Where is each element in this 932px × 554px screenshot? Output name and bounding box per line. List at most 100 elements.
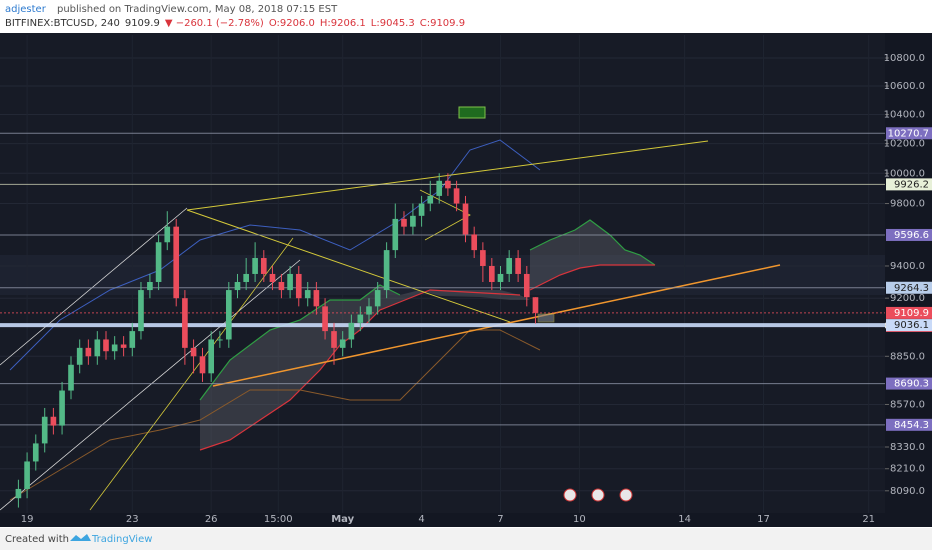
candle-body xyxy=(392,218,399,251)
published: published on TradingView.com, May 08, 20… xyxy=(57,4,338,15)
header-field: L:9045.3 xyxy=(371,18,415,29)
candle-body xyxy=(462,203,469,235)
header-field: C:9109.9 xyxy=(420,18,465,29)
candle-body xyxy=(217,339,223,341)
header-field: 9109.9 xyxy=(125,18,160,29)
y-tick-label: 9200.0 xyxy=(890,293,925,304)
pennant xyxy=(419,189,471,241)
price-tag xyxy=(886,418,932,431)
price-axis-bg xyxy=(885,33,932,513)
candle-body xyxy=(278,281,285,291)
candle-body xyxy=(15,488,22,499)
candle-body xyxy=(313,290,320,307)
candle-body xyxy=(243,273,249,282)
candle-body xyxy=(260,258,267,274)
candle-body xyxy=(155,242,162,282)
candle-body xyxy=(199,356,206,374)
candle-body xyxy=(59,390,65,426)
candle-body xyxy=(269,273,276,282)
candle-body xyxy=(488,265,495,282)
cloud-edge xyxy=(529,264,655,291)
candle-body xyxy=(331,331,337,348)
candle-body xyxy=(287,273,293,291)
candle-body xyxy=(24,461,30,489)
candle-body xyxy=(147,281,153,291)
candle-body xyxy=(497,273,504,282)
trend-line xyxy=(186,209,511,323)
candle-body xyxy=(453,188,460,204)
header-field: H:9206.1 xyxy=(320,18,366,29)
candle-body xyxy=(85,347,92,357)
price-tag-label: 9036.1 xyxy=(894,320,929,331)
y-tick-label: 8090.0 xyxy=(890,486,925,497)
candle-body xyxy=(383,250,390,291)
header-field: ▼ −260.1 (−2.78%) xyxy=(165,18,264,29)
candle-body xyxy=(304,290,311,299)
price-tag-label: 9596.6 xyxy=(894,230,929,241)
bollinger xyxy=(9,329,541,501)
brand-logo xyxy=(70,534,91,541)
candle-body xyxy=(322,306,328,332)
price-tag-label: 8690.3 xyxy=(894,379,929,390)
candle-body xyxy=(120,344,127,348)
y-tick-label: 10000.0 xyxy=(884,168,925,179)
candle-body xyxy=(94,339,101,357)
price-tag-label: 9109.9 xyxy=(894,308,929,319)
y-tick-label: 8850.0 xyxy=(890,351,925,362)
bollinger xyxy=(9,139,541,371)
candle-body xyxy=(50,416,57,426)
candle-body xyxy=(68,364,74,391)
price-tag-label: 9264.3 xyxy=(894,283,929,294)
x-tick-label: 17 xyxy=(757,514,770,525)
x-tick-label: 15:00 xyxy=(264,514,293,525)
footer-bg xyxy=(0,528,932,550)
candle-body xyxy=(76,347,83,365)
y-tick-label: 9400.0 xyxy=(890,261,925,272)
ticks: 10800.0 10600.0 10400.0 10200.0 10000.0 9800.… xyxy=(21,53,925,525)
price-tag-label: 8454.3 xyxy=(894,420,929,431)
candle-body xyxy=(532,297,539,313)
x-tick-label: 7 xyxy=(497,514,503,525)
footer-created: Created with xyxy=(5,534,69,545)
event-icon[interactable] xyxy=(619,488,633,502)
candle-body xyxy=(506,258,512,274)
candle-body xyxy=(295,273,302,299)
candle-body xyxy=(103,339,109,352)
header-bg xyxy=(0,0,932,33)
y-tick-label: 10800.0 xyxy=(884,53,925,64)
candle-body xyxy=(190,347,197,357)
y-tick-label: 9800.0 xyxy=(890,199,925,210)
candle-body xyxy=(401,218,407,227)
price-tag xyxy=(886,127,932,140)
candle-body xyxy=(129,331,136,348)
candle-body xyxy=(357,314,364,323)
event-icon[interactable] xyxy=(591,488,605,502)
author[interactable]: adjester xyxy=(5,4,47,15)
price-tag xyxy=(886,306,932,319)
event-icon[interactable] xyxy=(563,488,577,502)
candle-body xyxy=(374,290,381,307)
x-tick-label: May xyxy=(331,514,354,525)
channel-line xyxy=(0,207,188,366)
candle-body xyxy=(480,250,486,266)
candle-body xyxy=(138,290,144,332)
candle-body xyxy=(436,180,443,196)
candle-body xyxy=(234,281,241,291)
candle-body xyxy=(173,226,180,299)
candle-body xyxy=(427,195,434,204)
header-field: O:9206.0 xyxy=(269,18,315,29)
x-tick-label: 21 xyxy=(862,514,875,525)
channel-line xyxy=(89,237,294,511)
candle-body xyxy=(348,322,355,340)
x-tick-label: 19 xyxy=(21,514,34,525)
candle-body xyxy=(182,298,188,348)
y-tick-label: 10600.0 xyxy=(884,81,925,92)
candle-body xyxy=(471,234,478,251)
candle-body xyxy=(418,203,425,216)
footer-brand[interactable]: TradingView xyxy=(91,534,152,545)
candles xyxy=(15,173,539,508)
price-tag xyxy=(886,319,932,332)
y-tick-label: 8330.0 xyxy=(890,442,925,453)
